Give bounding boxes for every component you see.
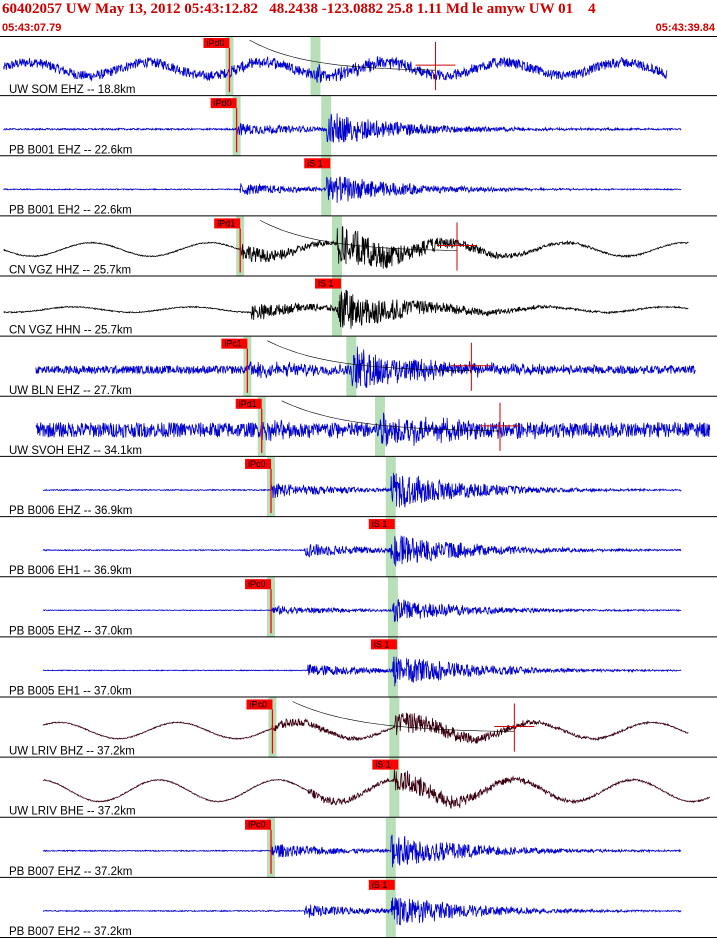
trace-8 (42, 535, 682, 567)
channel-label: UW SOM EHZ -- 18.8km (9, 84, 136, 96)
coda-curve (281, 400, 501, 432)
pick-box (304, 158, 331, 169)
trace-2 (3, 176, 682, 203)
trace-5 (35, 346, 696, 389)
pick-label: iS 1 (307, 158, 323, 168)
pick-box (245, 579, 272, 590)
pick-box (245, 458, 272, 469)
channel-label: CN VGZ HHN -- 25.7km (9, 325, 132, 337)
pick-box (314, 278, 341, 289)
trace-3 (3, 226, 689, 269)
channel-label: PB B006 EHZ -- 36.9km (9, 505, 132, 517)
s-window-band (331, 216, 342, 277)
pick-label: iPd1 (217, 218, 235, 228)
channel-label: PB B007 EH2 -- 37.2km (9, 926, 132, 938)
pick-label: iPd0 (214, 98, 232, 108)
end-time-label: 05:43:39.84 (655, 22, 715, 34)
pick-label: iS 1 (318, 279, 334, 289)
trace-12 (43, 768, 711, 809)
trace-11 (42, 712, 689, 744)
pick-box (214, 218, 241, 229)
pick-box (235, 398, 262, 409)
pick-box (246, 699, 273, 710)
pick-label: iS 1 (372, 519, 388, 529)
trace-1 (3, 113, 682, 143)
pick-label: iS 1 (375, 760, 391, 770)
event-title: 60402057 UW May 13, 2012 05:43:12.82 48.… (2, 1, 596, 17)
record-header: 60402057 UW May 13, 2012 05:43:12.82 48.… (0, 0, 717, 36)
pick-box (245, 819, 272, 830)
channel-label: UW BLN EHZ -- 27.7km (9, 385, 132, 397)
coda-curve (249, 39, 436, 71)
pick-box (203, 38, 230, 48)
pick-label: iS 1 (372, 880, 388, 890)
trace-10 (42, 656, 682, 687)
s-window-band (321, 96, 332, 157)
pick-label: iPc0 (249, 699, 267, 709)
channel-label: PB B001 EHZ -- 22.6km (9, 144, 132, 156)
s-window-band (346, 336, 357, 397)
pick-box (210, 98, 237, 109)
pick-box (221, 338, 248, 349)
trace-7 (42, 472, 682, 508)
pick-label: iPc0 (248, 820, 266, 830)
channel-label: UW SVOH EHZ -- 34.1km (9, 445, 142, 457)
pick-label: iPc0 (248, 579, 266, 589)
pick-label: iPc0 (248, 459, 266, 469)
pick-label: iPd1 (239, 399, 257, 409)
seismogram-panel: iPd0 UW SOM EHZ -- 18.8km iPd0 PB B001 EHZ … (0, 36, 717, 938)
trace-9 (42, 598, 682, 622)
channel-label: UW LRIV BHE -- 37.2km (9, 806, 136, 818)
s-window-band (331, 276, 342, 337)
s-window-band (385, 877, 396, 938)
coda-curve (292, 701, 515, 732)
s-window-band (310, 36, 321, 97)
pick-box (370, 639, 397, 650)
trace-14 (42, 897, 682, 926)
coda-curve (267, 340, 472, 372)
pick-box (372, 759, 399, 770)
start-time-label: 05:43:07.79 (2, 22, 62, 34)
channel-label: UW LRIV BHZ -- 37.2km (9, 746, 135, 758)
pick-label: iPc1 (224, 339, 242, 349)
channel-label: PB B007 EHZ -- 37.2km (9, 866, 132, 878)
channel-label: PB B005 EHZ -- 37.0km (9, 625, 132, 637)
trace-13 (42, 834, 682, 868)
trace-4 (3, 289, 689, 329)
channel-label: PB B005 EH1 -- 37.0km (9, 685, 132, 697)
coda-curve (260, 220, 458, 251)
channel-label: PB B001 EH2 -- 22.6km (9, 204, 132, 216)
pick-box (368, 519, 395, 530)
channel-label: PB B006 EH1 -- 36.9km (9, 565, 132, 577)
pick-box (368, 879, 395, 890)
s-window-band (385, 517, 396, 578)
trace-6 (35, 412, 711, 447)
pick-label: iS 1 (374, 639, 390, 649)
s-window-band (389, 757, 400, 818)
trace-0 (3, 56, 668, 83)
pick-label: iPd0 (206, 38, 224, 48)
channel-label: CN VGZ HHZ -- 25.7km (9, 265, 131, 277)
